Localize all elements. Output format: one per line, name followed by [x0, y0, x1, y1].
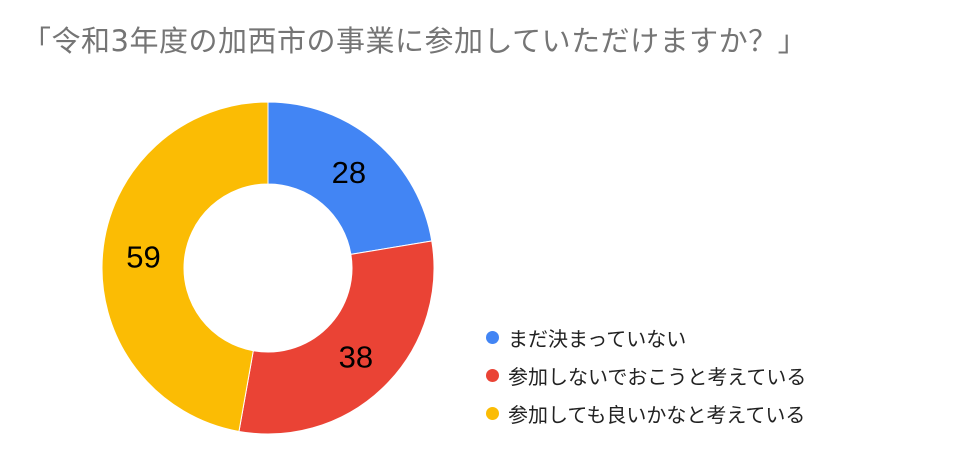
legend-swatch-not-participating [486, 368, 499, 382]
legend-item-may-participate[interactable]: 参加しても良いかなと考えている [486, 394, 806, 432]
donut-data-labels: 28 38 59 [126, 155, 373, 374]
chart-legend: まだ決まっていない 参加しないでおこうと考えている 参加しても良いかなと考えてい… [486, 318, 806, 432]
legend-label-not-participating: 参加しないでおこうと考えている [508, 364, 807, 389]
data-label-may-participate: 59 [126, 240, 160, 275]
legend-label-may-participate: 参加しても良いかなと考えている [508, 402, 806, 427]
donut-slices [101, 101, 435, 435]
legend-swatch-undecided [486, 330, 499, 344]
legend-swatch-may-participate [486, 406, 499, 420]
donut-slice-undecided[interactable] [267, 101, 433, 255]
legend-label-undecided: まだ決まっていない [508, 326, 687, 351]
donut-slice-not-participating[interactable] [238, 240, 435, 435]
legend-item-not-participating[interactable]: 参加しないでおこうと考えている [486, 356, 806, 394]
data-label-undecided: 28 [332, 155, 366, 190]
data-label-not-participating: 38 [339, 339, 373, 374]
donut-slice-may-participate[interactable] [101, 101, 269, 433]
legend-item-undecided[interactable]: まだ決まっていない [486, 318, 806, 356]
chart-title: 「令和3年度の加西市の事業に参加していただけますか？」 [22, 24, 808, 58]
